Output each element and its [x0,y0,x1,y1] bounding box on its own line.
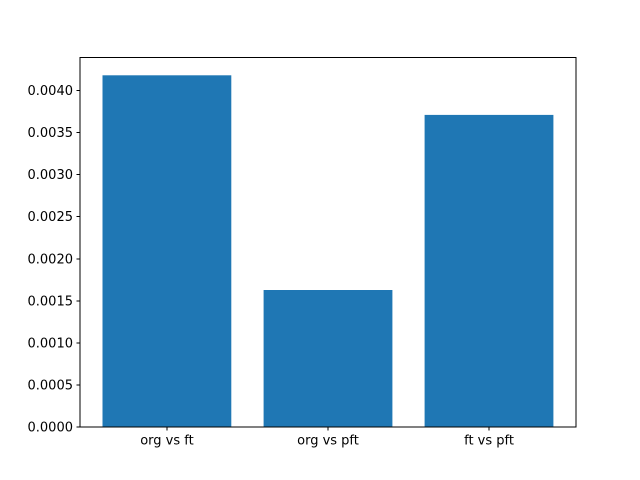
y-tick-label: 0.0000 [28,421,74,436]
bar-ft-vs-pft [424,114,554,428]
y-tick-label: 0.0010 [28,337,74,352]
x-tick-label: org vs pft [297,434,359,449]
x-tick-label: ft vs pft [464,434,514,449]
y-tick-label: 0.0020 [28,252,74,267]
y-tick-label: 0.0040 [28,84,74,99]
x-tick-label: org vs ft [140,434,194,449]
y-tick-label: 0.0035 [28,126,74,141]
y-tick-label: 0.0030 [28,168,74,183]
bar-org-vs-ft [102,75,232,428]
y-tick-label: 0.0015 [28,294,74,309]
bar-org-vs-pft [263,290,393,428]
y-tick-label: 0.0025 [28,210,74,225]
y-tick-label: 0.0005 [28,379,74,394]
